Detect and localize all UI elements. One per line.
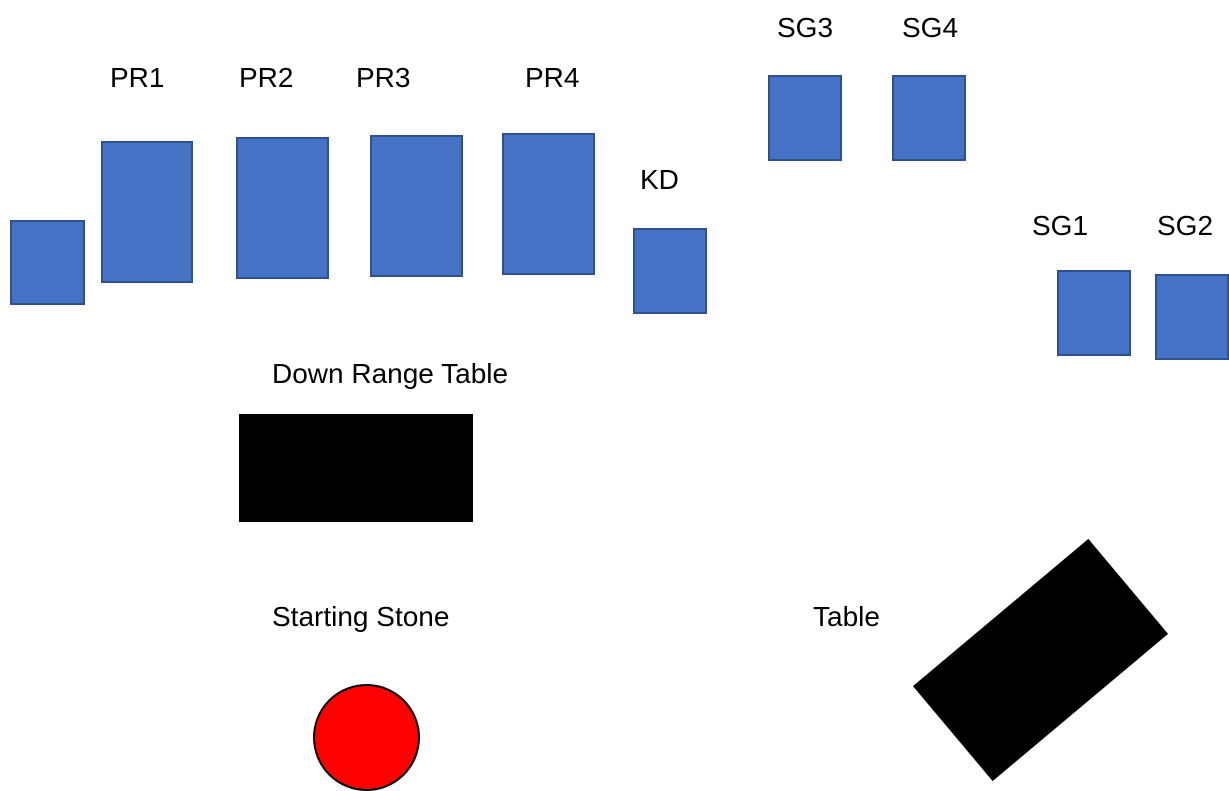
table-shape bbox=[912, 538, 1169, 782]
target-pr1 bbox=[101, 141, 193, 283]
target-pr2 bbox=[236, 137, 329, 279]
target-sg3 bbox=[768, 75, 842, 161]
label-pr4: PR4 bbox=[525, 62, 580, 93]
label-sg4: SG4 bbox=[902, 12, 959, 43]
target-pr3 bbox=[370, 135, 463, 277]
label-sg2: SG2 bbox=[1157, 210, 1214, 241]
label-kd: KD bbox=[640, 164, 679, 195]
starting-stone-shape bbox=[313, 684, 420, 791]
label-table: Table bbox=[813, 601, 880, 632]
target-sg2 bbox=[1155, 274, 1229, 360]
target-kd bbox=[633, 228, 707, 314]
target-sg4 bbox=[892, 75, 966, 161]
target-pr4 bbox=[502, 133, 595, 275]
label-down-range-table: Down Range Table bbox=[272, 358, 509, 389]
label-pr2: PR2 bbox=[239, 62, 294, 93]
label-pr1: PR1 bbox=[110, 62, 165, 93]
target-sg1 bbox=[1057, 270, 1131, 356]
label-pr3: PR3 bbox=[356, 62, 411, 93]
label-starting-stone: Starting Stone bbox=[272, 601, 450, 632]
label-sg3: SG3 bbox=[777, 12, 834, 43]
label-sg1: SG1 bbox=[1032, 210, 1089, 241]
target-unlabeled bbox=[10, 220, 85, 305]
down-range-table-shape bbox=[239, 414, 473, 522]
